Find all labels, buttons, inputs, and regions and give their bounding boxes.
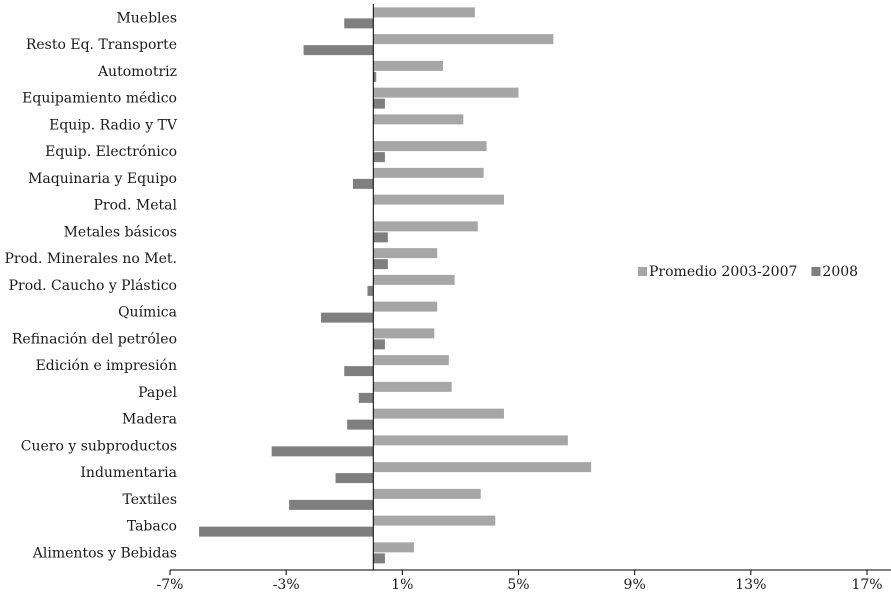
bar-promedio xyxy=(373,355,449,366)
category-label: Edición e impresión xyxy=(36,358,177,374)
category-label: Muebles xyxy=(116,10,177,26)
category-label: Maquinaria y Equipo xyxy=(28,171,177,187)
bar-2008 xyxy=(373,232,388,243)
bar-promedio xyxy=(373,221,478,232)
category-label: Equip. Radio y TV xyxy=(49,117,178,133)
bar-2008 xyxy=(344,18,374,29)
bar-promedio xyxy=(373,408,504,419)
bar-promedio xyxy=(373,248,438,259)
bar-promedio xyxy=(373,328,435,339)
category-label: Alimentos y Bebidas xyxy=(32,545,177,561)
bar-promedio xyxy=(373,274,455,285)
bar-2008 xyxy=(303,45,374,56)
category-label: Química xyxy=(118,305,177,321)
x-tick-label: 1% xyxy=(391,577,413,592)
legend-swatch xyxy=(638,267,647,276)
category-label: Cuero y subproductos xyxy=(21,438,177,454)
bar-2008 xyxy=(335,473,374,484)
x-tick-label: -7% xyxy=(157,577,184,592)
category-label: Automotriz xyxy=(97,64,177,80)
bar-2008 xyxy=(373,339,385,350)
bar-promedio xyxy=(373,542,414,553)
bar-promedio xyxy=(373,87,519,98)
category-labels: Muebles Resto Eq. Transporte Automotriz Equ… xyxy=(4,10,177,561)
bar-2008 xyxy=(373,553,385,564)
bar-2008 xyxy=(199,526,374,537)
bar-promedio xyxy=(373,462,592,473)
bar-promedio xyxy=(373,301,438,312)
bar-2008 xyxy=(367,285,374,296)
legend-label: Promedio 2003-2007 xyxy=(649,264,797,280)
bar-promedio xyxy=(373,435,568,446)
bar-promedio xyxy=(373,194,504,205)
bar-promedio xyxy=(373,60,443,71)
bar-2008 xyxy=(358,392,374,403)
bar-2008 xyxy=(347,419,374,430)
category-label: Papel xyxy=(138,385,177,401)
bar-promedio xyxy=(373,114,464,125)
category-label: Prod. Minerales no Met. xyxy=(4,251,177,267)
bar-promedio xyxy=(373,381,452,392)
bar-promedio xyxy=(373,7,475,18)
bar-2008 xyxy=(373,152,385,163)
bar-promedio xyxy=(373,34,554,45)
category-label: Refinación del petróleo xyxy=(12,331,177,347)
legend: Promedio 2003-2007 2008 xyxy=(638,264,858,280)
bar-2008 xyxy=(321,312,374,323)
category-label: Equipamiento médico xyxy=(22,91,177,107)
x-axis-ticks: -7% -3% 1% 5% 9% 13% 17% xyxy=(157,570,883,592)
bar-2008 xyxy=(344,366,374,377)
bar-2008 xyxy=(373,98,385,109)
x-tick-label: -3% xyxy=(273,577,300,592)
category-label: Prod. Caucho y Plástico xyxy=(9,278,177,294)
category-label: Indumentaria xyxy=(80,465,177,481)
x-tick-label: 9% xyxy=(624,577,646,592)
bar-2008 xyxy=(271,446,374,457)
x-tick-label: 17% xyxy=(851,577,882,592)
bar-promedio xyxy=(373,167,484,178)
bars-group xyxy=(199,7,592,564)
bar-promedio xyxy=(373,488,481,499)
bar-2008 xyxy=(352,178,374,189)
category-label: Tabaco xyxy=(127,519,177,535)
bar-2008 xyxy=(373,71,377,82)
legend-label: 2008 xyxy=(822,264,858,280)
x-tick-label: 13% xyxy=(735,577,766,592)
bar-promedio xyxy=(373,141,487,152)
category-label: Metales básicos xyxy=(64,224,177,240)
category-label: Resto Eq. Transporte xyxy=(26,37,177,53)
category-label: Textiles xyxy=(123,492,177,508)
legend-swatch xyxy=(811,267,821,276)
category-label: Prod. Metal xyxy=(94,198,178,214)
bar-2008 xyxy=(373,259,388,270)
category-label: Equip. Electrónico xyxy=(45,144,177,160)
bar-2008 xyxy=(289,499,374,510)
x-tick-label: 5% xyxy=(507,577,529,592)
bar-promedio xyxy=(373,515,496,526)
category-label: Madera xyxy=(122,412,177,428)
